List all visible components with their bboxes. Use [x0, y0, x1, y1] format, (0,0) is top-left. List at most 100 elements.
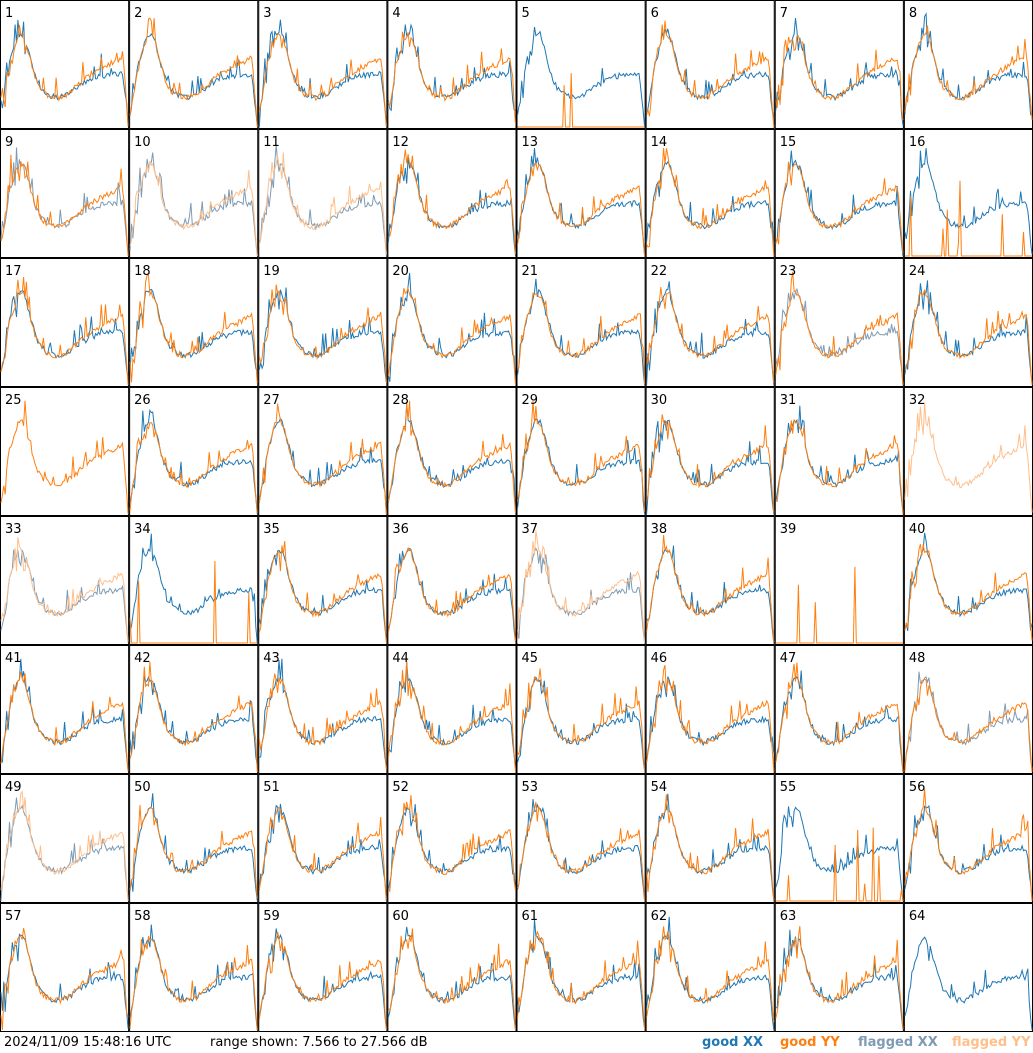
panel-16: 16 — [903, 129, 1033, 258]
panel-1: 1 — [0, 0, 130, 129]
panel-frame — [129, 258, 259, 387]
series-yy-line — [387, 287, 516, 386]
panel-46: 46 — [645, 645, 775, 774]
panel-frame — [258, 387, 388, 516]
series-yy-line — [904, 678, 1033, 773]
panel-label: 64 — [909, 909, 926, 924]
panel-label: 48 — [909, 651, 926, 666]
series-yy-line — [129, 804, 258, 899]
panel-34: 34 — [129, 516, 259, 645]
series-xx-line — [129, 408, 258, 515]
range-text: range shown: 7.566 to 27.566 dB — [210, 1035, 428, 1050]
series-yy-line — [258, 152, 387, 255]
panel-21: 21 — [516, 258, 646, 387]
panel-label: 42 — [134, 651, 151, 666]
series-yy-line — [258, 33, 387, 127]
panel-label: 12 — [392, 135, 409, 150]
panel-13: 13 — [516, 129, 646, 258]
series-yy-line — [775, 35, 904, 121]
series-xx-line — [904, 936, 1033, 1031]
panel-frame — [774, 0, 904, 129]
panel-frame — [0, 903, 130, 1032]
series-yy-line — [775, 419, 904, 515]
panel-36: 36 — [387, 516, 517, 645]
panel-label: 35 — [263, 522, 280, 537]
panel-frame — [645, 387, 775, 516]
series-xx-line — [129, 533, 258, 644]
series-xx-line — [904, 671, 1033, 770]
panel-label: 27 — [263, 393, 280, 408]
panel-label: 24 — [909, 264, 926, 279]
panel-33: 33 — [0, 516, 130, 645]
panel-51: 51 — [258, 774, 388, 903]
series-xx-line — [258, 19, 387, 128]
series-yy-line — [258, 284, 387, 383]
panel-label: 43 — [263, 651, 280, 666]
panel-frame — [516, 645, 646, 774]
series-yy-line — [388, 928, 516, 1030]
series-yy-line — [646, 20, 775, 128]
panel-29: 29 — [516, 387, 646, 516]
panel-frame — [774, 258, 904, 387]
series-yy-line — [387, 661, 516, 773]
series-yy-line — [904, 402, 1033, 513]
panel-label: 5 — [522, 6, 530, 21]
panel-label: 55 — [780, 780, 797, 795]
series-yy-line — [258, 931, 387, 1031]
series-yy-line — [646, 534, 775, 643]
series-xx-line — [646, 419, 775, 515]
panel-frame — [516, 387, 646, 516]
panel-label: 52 — [392, 780, 409, 795]
series-xx-line — [775, 287, 904, 385]
panel-frame — [774, 516, 904, 645]
panel-frame — [129, 129, 259, 258]
series-yy-line — [387, 400, 516, 513]
series-yy-line — [517, 73, 645, 128]
panel-48: 48 — [903, 645, 1033, 774]
panel-frame — [387, 903, 517, 1032]
panel-35: 35 — [258, 516, 388, 645]
series-xx-line — [775, 405, 904, 512]
panel-47: 47 — [774, 645, 904, 774]
panel-25: 25 — [0, 387, 130, 516]
panel-56: 56 — [903, 774, 1033, 903]
panel-60: 60 — [387, 903, 517, 1032]
panel-2: 2 — [129, 0, 259, 129]
panel-54: 54 — [645, 774, 775, 903]
panel-label: 7 — [780, 6, 788, 21]
series-xx-line — [129, 924, 258, 1031]
panel-44: 44 — [387, 645, 517, 774]
series-yy-line — [0, 537, 129, 642]
series-xx-line — [517, 147, 646, 257]
series-yy-line — [129, 17, 258, 128]
panel-label: 61 — [522, 909, 539, 924]
series-yy-line — [904, 788, 1033, 902]
panel-11: 11 — [258, 129, 388, 258]
panel-40: 40 — [903, 516, 1033, 645]
series-xx-line — [904, 148, 1033, 255]
panel-label: 44 — [392, 651, 409, 666]
panel-label: 37 — [522, 522, 539, 537]
series-xx-line — [129, 152, 258, 257]
series-xx-line — [517, 278, 646, 386]
panel-label: 2 — [134, 6, 142, 21]
panel-frame — [387, 645, 517, 774]
series-yy-line — [0, 276, 129, 386]
panel-17: 17 — [0, 258, 130, 387]
panel-frame — [258, 903, 388, 1032]
panel-label: 46 — [651, 651, 668, 666]
panel-frame — [774, 774, 904, 903]
panel-label: 20 — [392, 264, 409, 279]
series-xx-line — [0, 797, 129, 902]
panel-label: 63 — [780, 909, 797, 924]
panel-label: 15 — [780, 135, 797, 150]
panel-frame — [516, 0, 646, 129]
series-yy-line — [258, 806, 387, 900]
panel-frame — [516, 903, 646, 1032]
panel-62: 62 — [645, 903, 775, 1032]
legend-good-xx: good XX — [702, 1035, 764, 1050]
panel-frame — [645, 258, 775, 387]
series-yy-line — [0, 24, 129, 126]
panel-label: 25 — [5, 393, 22, 408]
